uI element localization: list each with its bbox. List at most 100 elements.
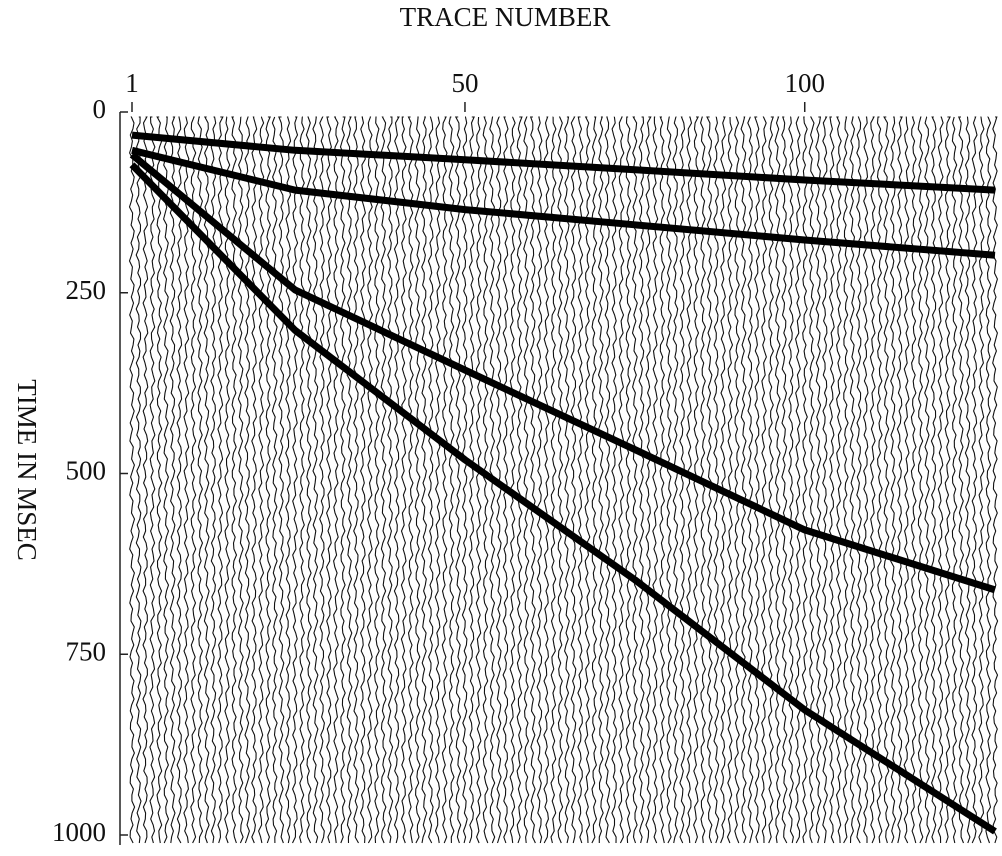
trace-wiggle <box>381 117 386 843</box>
trace-wiggle <box>456 117 461 843</box>
trace-wiggle <box>762 117 767 843</box>
trace-wiggle <box>394 117 399 843</box>
trace-wiggle <box>354 117 359 843</box>
trace-wiggle <box>232 117 237 843</box>
trace-wiggle <box>592 117 597 843</box>
trace-wiggle <box>130 117 135 843</box>
trace-wiggle <box>735 117 740 843</box>
trace-wiggle <box>245 117 250 843</box>
trace-wiggle <box>524 117 529 843</box>
trace-wiggle <box>945 117 950 843</box>
trace-wiggle <box>823 117 828 843</box>
trace-wiggle <box>483 117 488 843</box>
trace-wiggle <box>510 117 515 843</box>
trace-wiggle <box>462 117 467 843</box>
trace-wiggle <box>347 117 352 843</box>
trace-wiggle <box>769 117 774 843</box>
x-tick-label: 50 <box>451 68 478 98</box>
trace-wiggle <box>143 117 148 843</box>
trace-wiggle <box>537 117 542 843</box>
trace-wiggle <box>388 117 393 843</box>
y-axis-label: TIME IN MSEC <box>12 379 42 561</box>
trace-wiggle <box>368 117 373 843</box>
trace-wiggle <box>286 117 291 843</box>
trace-wiggle <box>320 117 325 843</box>
trace-wiggle <box>795 117 800 843</box>
trace-wiggle <box>238 117 243 843</box>
trace-wiggle <box>327 117 332 843</box>
trace-wiggle <box>503 117 508 843</box>
trace-wiggle <box>598 117 603 843</box>
trace-wiggle <box>449 117 454 843</box>
trace-wiggle <box>428 117 433 843</box>
trace-wiggle <box>204 117 209 843</box>
y-tick-label: 250 <box>66 275 107 305</box>
trace-wiggle <box>870 117 875 843</box>
trace-wiggle <box>775 117 780 843</box>
page: {"chart_data": { "type": "line", "title"… <box>0 0 1002 856</box>
trace-wiggle <box>198 117 203 843</box>
trace-wiggle <box>959 117 964 843</box>
trace-wiggle <box>177 117 182 843</box>
trace-wiggle <box>170 117 175 843</box>
trace-wiggle <box>517 117 522 843</box>
trace-wiggle <box>272 117 277 843</box>
trace-wiggle <box>293 117 298 843</box>
trace-wiggle <box>435 117 440 843</box>
trace-wiggle <box>415 117 420 843</box>
trace-wiggle <box>150 117 155 843</box>
trace-wiggle <box>136 117 141 843</box>
y-tick-label: 1000 <box>52 817 106 847</box>
trace-wiggle <box>578 117 583 843</box>
trace-wiggle <box>422 117 427 843</box>
trace-wiggle <box>755 117 760 843</box>
trace-wiggle <box>442 117 447 843</box>
trace-wiggle <box>877 117 882 843</box>
trace-wiggle <box>816 117 821 843</box>
trace-wiggle <box>850 117 855 843</box>
y-tick-label: 0 <box>93 94 107 124</box>
trace-wiggle <box>687 117 692 843</box>
trace-wiggle <box>918 117 923 843</box>
trace-wiggle <box>157 117 162 843</box>
trace-wiggle <box>884 117 889 843</box>
trace-wiggle <box>789 117 794 843</box>
trace-wiggle <box>341 117 346 843</box>
trace-wiggle <box>728 117 733 843</box>
trace-wiggle <box>558 117 563 843</box>
trace-wiggle <box>952 117 957 843</box>
trace-wiggle <box>911 117 916 843</box>
x-tick-label: 100 <box>784 68 825 98</box>
trace-wiggle <box>469 117 474 843</box>
trace-wiggle <box>993 117 998 843</box>
trace-wiggle <box>585 117 590 843</box>
trace-wiggle <box>748 117 753 843</box>
trace-wiggle <box>225 117 230 843</box>
trace-group <box>130 117 998 843</box>
trace-wiggle <box>897 117 902 843</box>
trace-wiggle <box>551 117 556 843</box>
trace-wiggle <box>829 117 834 843</box>
trace-wiggle <box>544 117 549 843</box>
trace-wiggle <box>476 117 481 843</box>
chart: TRACE NUMBER TIME IN MSEC 02505007501000… <box>0 0 1002 856</box>
trace-wiggle <box>802 117 807 843</box>
trace-wiggle <box>863 117 868 843</box>
trace-wiggle <box>375 117 380 843</box>
trace-wiggle <box>904 117 909 843</box>
trace-wiggle <box>279 117 284 843</box>
y-tick-label: 750 <box>66 636 107 666</box>
x-tick-label: 1 <box>125 68 139 98</box>
trace-wiggle <box>530 117 535 843</box>
trace-wiggle <box>782 117 787 843</box>
trace-wiggle <box>164 117 169 843</box>
trace-wiggle <box>714 117 719 843</box>
trace-wiggle <box>266 117 271 843</box>
trace-wiggle <box>401 117 406 843</box>
trace-wiggle <box>741 117 746 843</box>
trace-wiggle <box>986 117 991 843</box>
trace-wiggle <box>925 117 930 843</box>
trace-wiggle <box>361 117 366 843</box>
trace-wiggle <box>809 117 814 843</box>
trace-wiggle <box>313 117 318 843</box>
